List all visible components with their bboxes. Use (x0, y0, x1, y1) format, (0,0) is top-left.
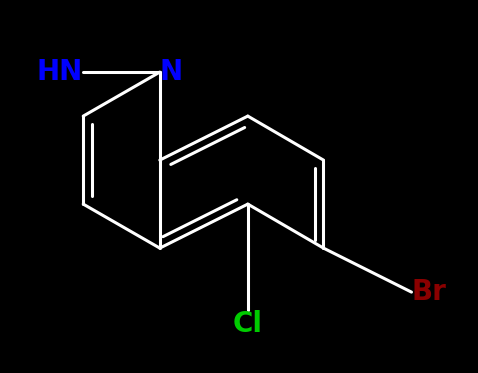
Text: Cl: Cl (233, 310, 263, 338)
Text: HN: HN (37, 58, 83, 86)
Text: Br: Br (412, 278, 446, 306)
Text: N: N (160, 58, 183, 86)
